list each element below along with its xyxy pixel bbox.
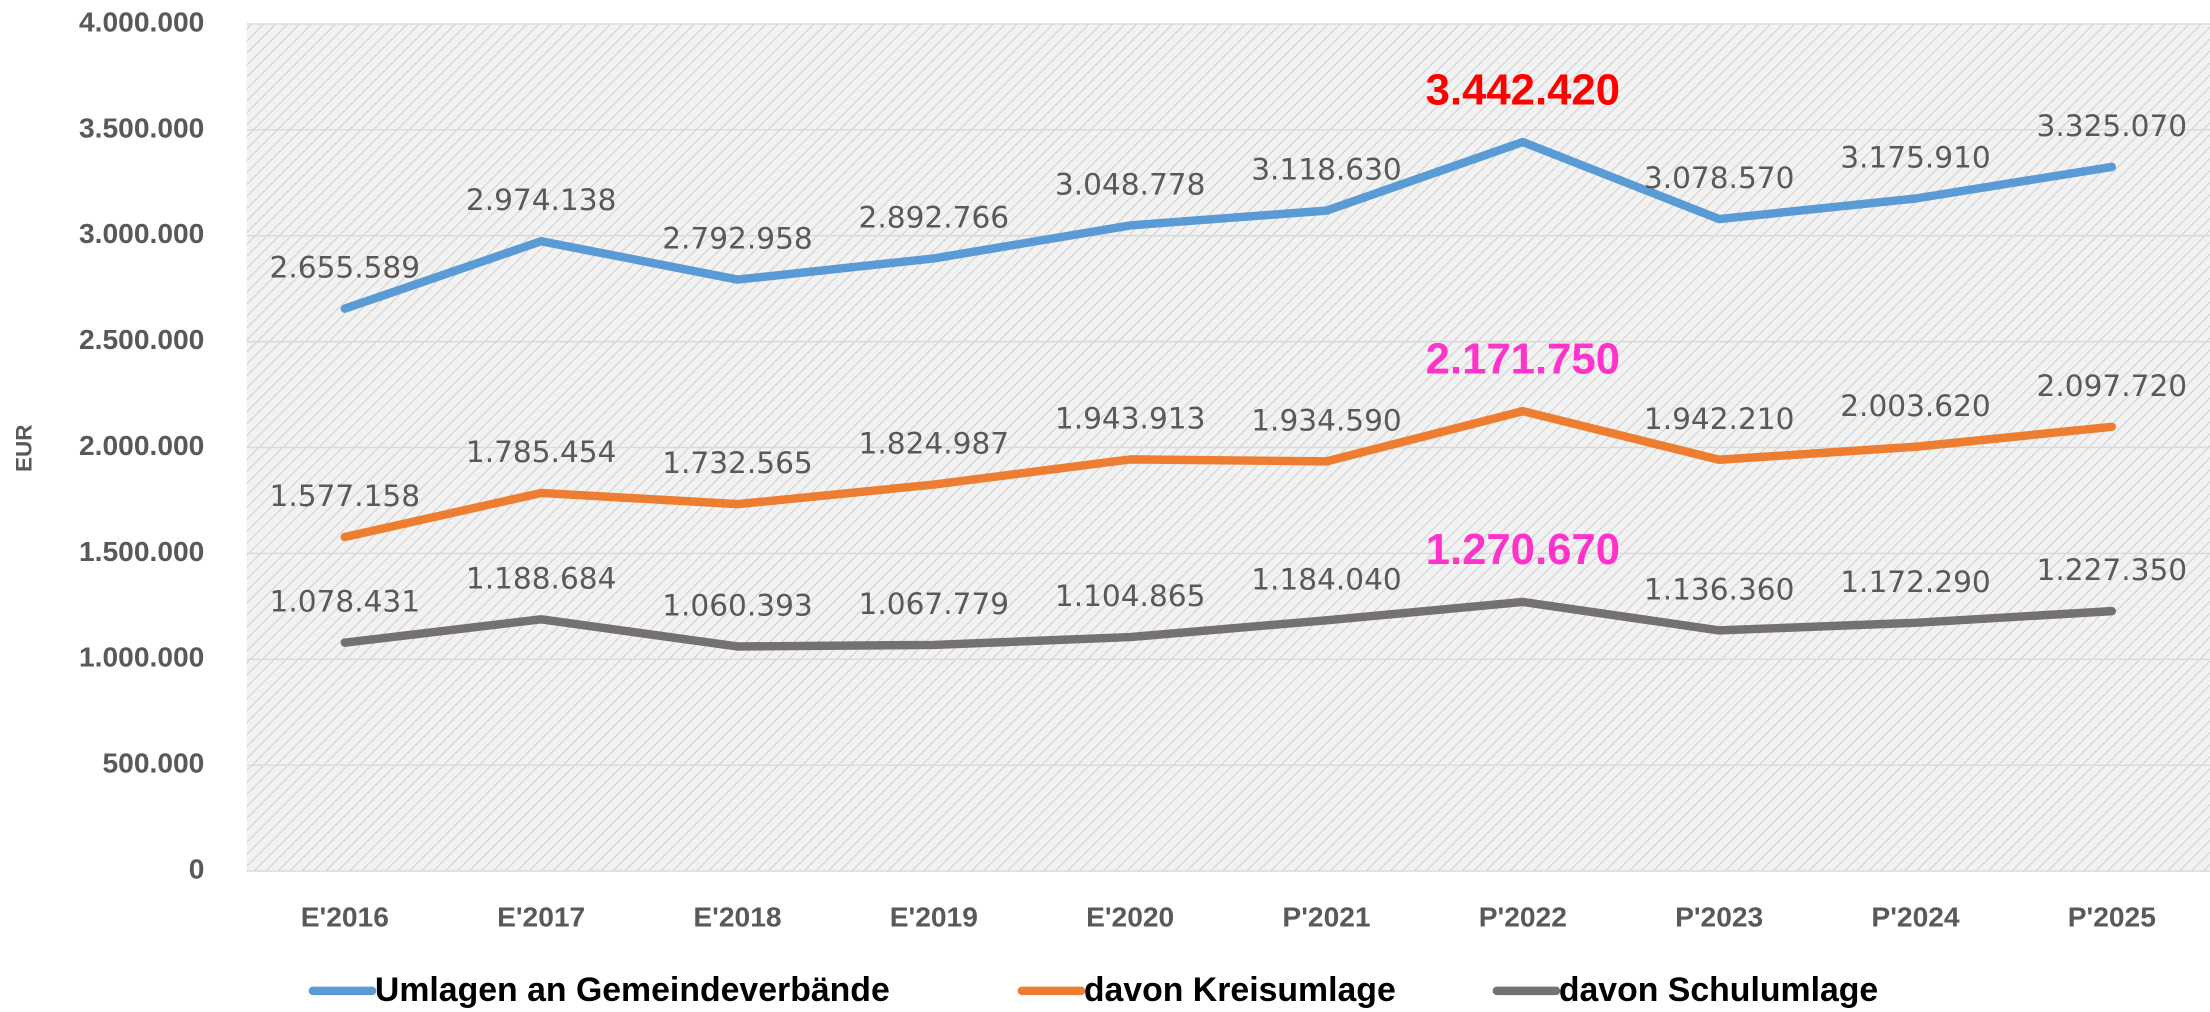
data-label: 1.943.913 <box>1055 401 1206 435</box>
y-tick-label: 2.000.000 <box>79 429 204 461</box>
data-label: 3.175.910 <box>1840 141 1991 175</box>
data-label: 3.118.630 <box>1251 153 1402 187</box>
y-tick-label: 2.500.000 <box>79 323 204 355</box>
y-tick-label: 3.000.000 <box>79 217 204 249</box>
data-label: 2.892.766 <box>859 200 1010 234</box>
data-label: 1.067.779 <box>859 587 1010 621</box>
series-line <box>340 597 2117 651</box>
y-tick-label: 500.000 <box>103 747 205 779</box>
data-label: 3.442.420 <box>1426 65 1620 114</box>
x-tick-label: E'2017 <box>497 900 585 932</box>
data-label: 1.172.290 <box>1840 565 1991 599</box>
data-label: 1.270.670 <box>1426 525 1620 574</box>
x-tick-label: E'2020 <box>1086 900 1174 932</box>
data-label: 1.104.865 <box>1055 579 1206 613</box>
y-tick-label: 3.500.000 <box>79 111 204 143</box>
data-label: 1.577.158 <box>270 479 421 513</box>
x-tick-label: E'2019 <box>890 900 978 932</box>
data-label: 1.188.684 <box>466 561 617 595</box>
y-tick-label: 0 <box>189 852 205 884</box>
data-label: 1.136.360 <box>1644 572 1795 606</box>
x-tick-label: E'2016 <box>301 900 389 932</box>
y-tick-label: 1.000.000 <box>79 641 204 673</box>
legend-label: Umlagen an Gemeindeverbände <box>375 971 890 1009</box>
data-label: 1.824.987 <box>859 427 1010 461</box>
data-label: 2.171.750 <box>1426 334 1620 383</box>
legend-label: davon Kreisumlage <box>1084 971 1396 1009</box>
data-label: 1.785.454 <box>466 435 617 469</box>
data-label: 1.732.565 <box>662 446 813 480</box>
data-label: 2.974.138 <box>466 183 617 217</box>
x-tick-label: P'2023 <box>1675 900 1763 932</box>
x-tick-label: P'2022 <box>1479 900 1567 932</box>
data-label: 2.792.958 <box>662 222 813 256</box>
x-tick-label: E'2018 <box>693 900 781 932</box>
data-label: 3.078.570 <box>1644 161 1795 195</box>
x-tick-label: P'2021 <box>1282 900 1370 932</box>
data-label: 2.655.589 <box>270 251 421 285</box>
data-label: 1.184.040 <box>1251 562 1402 596</box>
y-tick-label: 1.500.000 <box>79 535 204 567</box>
data-label: 3.048.778 <box>1055 167 1206 201</box>
data-label: 1.078.431 <box>270 585 421 619</box>
data-label: 2.097.720 <box>2037 369 2188 403</box>
data-label: 1.227.350 <box>2037 553 2188 587</box>
data-label: 1.942.210 <box>1644 402 1795 436</box>
data-label: 2.003.620 <box>1840 389 1991 423</box>
series-line <box>340 137 2117 313</box>
legend-label: davon Schulumlage <box>1559 971 1878 1009</box>
data-label: 1.934.590 <box>1251 403 1402 437</box>
data-label: 3.325.070 <box>2037 109 2188 143</box>
series-line <box>340 406 2117 542</box>
x-tick-label: P'2024 <box>1871 900 1959 932</box>
y-tick-label: 4.000.000 <box>79 5 204 37</box>
y-axis-label: EUR <box>11 424 36 472</box>
data-label: 1.060.393 <box>662 589 813 623</box>
x-tick-label: P'2025 <box>2068 900 2156 932</box>
